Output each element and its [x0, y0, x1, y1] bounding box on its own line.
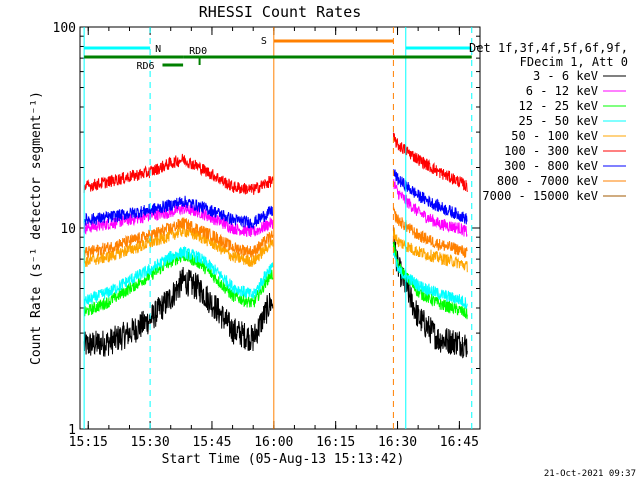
x-tick-label: 15:30	[131, 435, 170, 450]
x-tick-label: 15:45	[192, 435, 231, 450]
series-line-6	[83, 195, 273, 229]
chart-title: RHESSI Count Rates	[199, 3, 362, 21]
series-line-5	[83, 153, 274, 195]
series-line-3	[83, 245, 274, 307]
state-label-rd0: RD0	[189, 46, 207, 57]
legend-entry-label: 300 - 800 keV	[504, 159, 598, 173]
legend-entry-label: 50 - 100 keV	[511, 129, 598, 143]
legend-header-line: Det 1f,3f,4f,5f,6f,9f,	[469, 41, 628, 55]
legend-entry-label: 100 - 300 keV	[504, 144, 598, 158]
x-tick-label: 16:30	[378, 435, 417, 450]
legend-header-line: FDecim 1, Att 0	[520, 55, 628, 69]
x-tick-label: 15:15	[69, 435, 108, 450]
legend-entry-label: 12 - 25 keV	[519, 99, 598, 113]
footer-timestamp: 21-Oct-2021 09:37	[544, 469, 636, 479]
series-line-0	[83, 266, 274, 357]
legend-entry-label: 800 - 7000 keV	[497, 174, 598, 188]
series-line-4	[83, 224, 274, 268]
x-tick-label: 16:00	[254, 435, 293, 450]
state-label-rd6: RD6	[136, 61, 154, 72]
y-tick-label: 10	[60, 222, 76, 237]
x-axis-label: Start Time (05-Aug-13 15:13:42)	[162, 452, 405, 467]
x-tick-label: 16:15	[316, 435, 355, 450]
legend-entry-label: 25 - 50 keV	[519, 114, 598, 128]
legend-entry-label: 7000 - 15000 keV	[482, 189, 598, 203]
y-tick-label: 1	[68, 423, 76, 438]
series-line-7	[83, 217, 274, 259]
state-label-s: S	[261, 36, 267, 47]
y-tick-label: 100	[53, 21, 76, 36]
state-label-n: N	[155, 44, 161, 55]
legend-entry-label: 3 - 6 keV	[533, 69, 598, 83]
y-axis-label: Count Rate (s⁻¹ detector segment⁻¹)	[29, 91, 44, 365]
x-tick-label: 16:45	[440, 435, 479, 450]
plot-frame	[79, 26, 481, 430]
legend-entry-label: 6 - 12 keV	[526, 84, 598, 98]
